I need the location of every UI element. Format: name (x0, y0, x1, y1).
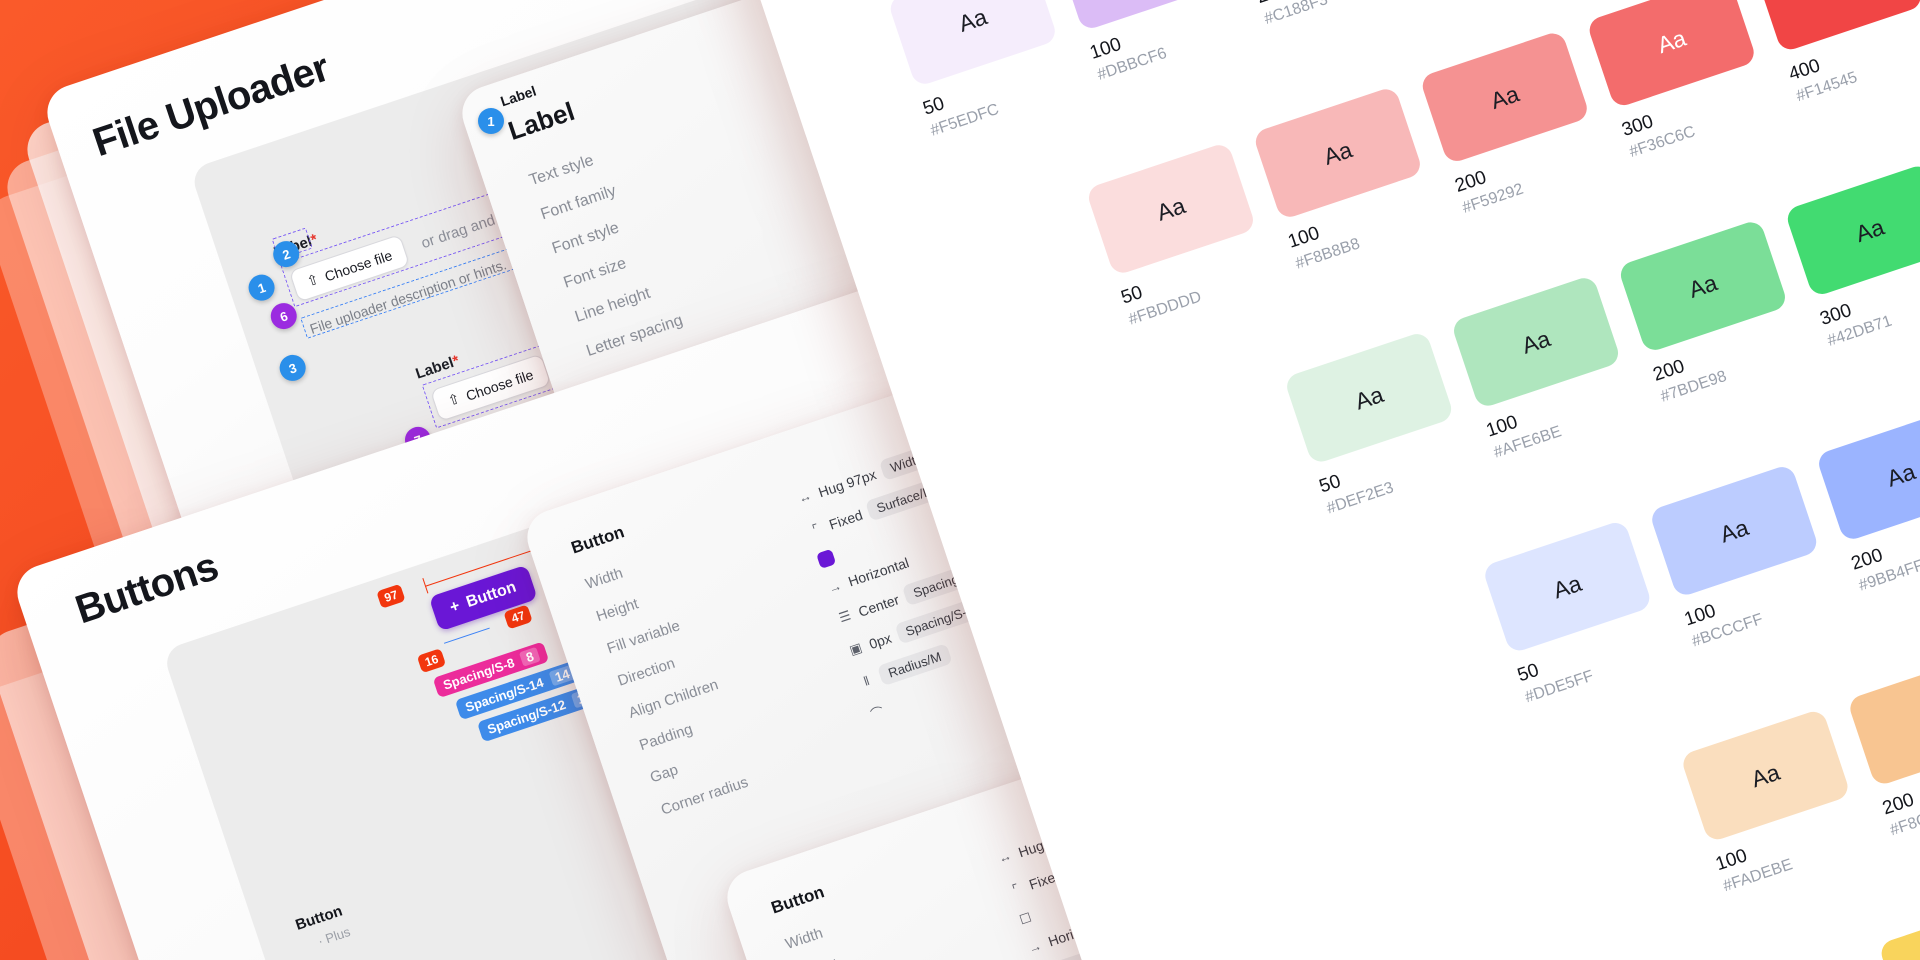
color-swatch-cell[interactable]: Aa 50 #DEF2E3 (1283, 330, 1472, 518)
color-swatch-cell[interactable]: Aa 100 #F8B8B8 (1252, 85, 1441, 274)
color-hex-label: #C188F3 (1262, 0, 1330, 28)
color-swatch-cell[interactable]: Aa 200 #F59292 (1419, 29, 1608, 218)
color-swatch-yellow-300[interactable]: Aa (1877, 897, 1920, 960)
color-swatch-cell[interactable]: Aa 100 #AFE6BE (1450, 274, 1639, 463)
buttons-page-title: Buttons (70, 544, 224, 633)
color-swatch-green-300[interactable]: Aa (1784, 162, 1920, 298)
plus-icon: + (447, 597, 462, 617)
color-swatch-cell[interactable]: Aa 200 #9BB4FF (1815, 407, 1920, 596)
resize-horizontal-icon: ↔ (796, 487, 814, 507)
color-swatch-cell[interactable]: Aa 200 #7BDE98 (1617, 218, 1806, 407)
color-swatch-cell[interactable]: Aa 100 #FADEBE (1679, 708, 1869, 896)
checkbox-icon[interactable]: ☐ (1017, 909, 1034, 928)
color-swatch-orange-200[interactable]: Aa (1846, 652, 1920, 788)
color-swatch-cell[interactable]: Aa 300 #F36C6C (1585, 0, 1775, 162)
annotation-badge-typography[interactable]: 1 (478, 108, 504, 134)
annotation-badge-1[interactable]: 1 (245, 271, 279, 305)
text-cursor-icon: ⌜ (810, 520, 821, 537)
color-swatch-icon[interactable] (816, 548, 837, 569)
padding-icon: ▣ (847, 639, 864, 658)
color-swatch-cell[interactable]: Aa 100 #BCCCFF (1648, 463, 1837, 651)
arrow-right-icon: → (826, 577, 844, 596)
resize-horizontal-icon: ↔ (996, 847, 1014, 867)
annotation-badge-3[interactable]: 3 (276, 351, 310, 385)
align-center-icon: ☰ (836, 606, 853, 625)
color-swatch-cell[interactable]: Aa 200 #F8C591 (1846, 652, 1920, 840)
button-props-title: Button (568, 522, 627, 558)
arrow-right-icon: → (1026, 937, 1044, 956)
property-key: Width (783, 924, 826, 953)
text-cursor-icon: ⌜ (1010, 880, 1021, 897)
color-swatch-cell[interactable]: Aa 300 #42DB71 (1784, 162, 1920, 351)
color-swatch-cell[interactable]: Aa 50 #FBDDDD (1085, 141, 1274, 330)
typography-property-keys: Text style Font family Font style Font s… (527, 141, 691, 378)
color-swatch-cell[interactable]: Aa 50 #DDE5FF (1481, 519, 1671, 707)
gap-icon: ‖ (861, 672, 872, 689)
color-swatch-cell[interactable]: Aa400#F14545 (1752, 0, 1920, 106)
corner-radius-icon: ⌒ (868, 703, 886, 723)
color-swatch-blue-200[interactable]: Aa (1815, 407, 1920, 543)
button-props-2-keys: Width Height Fill variable Direction (783, 913, 898, 960)
button-props-2-title: Button (768, 882, 827, 918)
color-swatch-cell[interactable]: Aa 50 #F5EDFC (887, 0, 1076, 141)
